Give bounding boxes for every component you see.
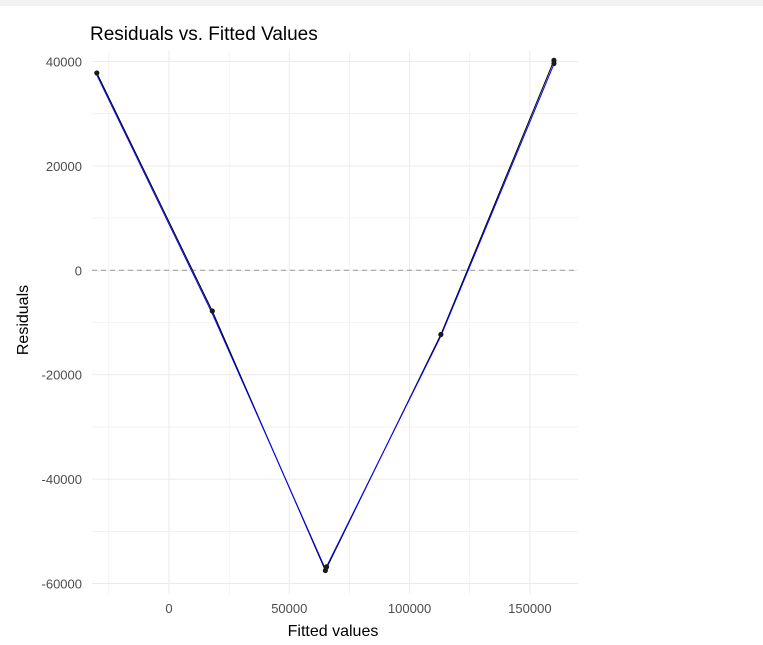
window-top-strip xyxy=(0,0,763,6)
x-tick-label: 150000 xyxy=(508,601,551,616)
data-point xyxy=(551,60,557,67)
smooth-line xyxy=(96,63,555,571)
x-tick-label: 100000 xyxy=(388,601,431,616)
lines-layer xyxy=(96,60,555,572)
y-tick-label: 20000 xyxy=(46,159,82,174)
grid-layer xyxy=(92,51,578,594)
y-axis-title: Residuals xyxy=(15,285,32,355)
y-tick-label: -40000 xyxy=(42,472,82,487)
y-tick-label: -20000 xyxy=(42,368,82,383)
data-point xyxy=(94,70,100,76)
tick-labels-layer: 0 50000 100000 150000 -60000 -40000 -20000 0 200… xyxy=(42,54,552,616)
y-tick-label: 0 xyxy=(75,263,82,278)
y-tick-label: -60000 xyxy=(42,577,82,592)
data-point xyxy=(323,564,330,570)
connecting-line xyxy=(96,60,555,572)
x-tick-label: 50000 xyxy=(271,601,307,616)
data-point xyxy=(438,331,444,338)
points-layer xyxy=(94,57,557,574)
chart-title: Residuals vs. Fitted Values xyxy=(90,24,318,45)
x-tick-label: 0 xyxy=(165,601,172,616)
data-point xyxy=(209,308,215,314)
x-axis-title: Fitted values xyxy=(288,623,379,640)
y-tick-label: 40000 xyxy=(46,54,82,69)
